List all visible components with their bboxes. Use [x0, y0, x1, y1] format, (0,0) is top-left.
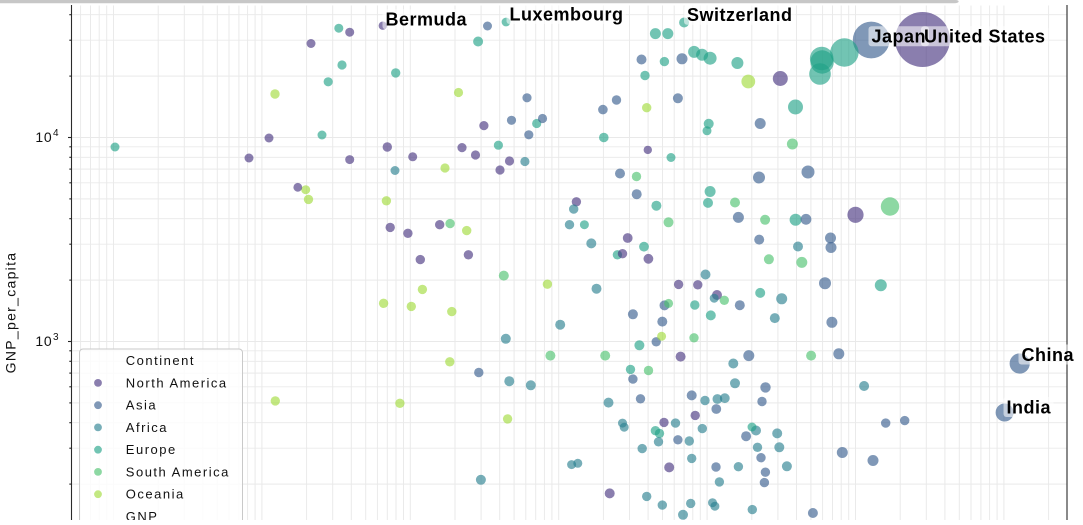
svg-text:GNP: GNP [126, 509, 159, 520]
svg-text:10: 10 [35, 333, 52, 349]
svg-text:India: India [1007, 397, 1052, 417]
svg-text:North America: North America [126, 375, 228, 390]
svg-text:4: 4 [53, 128, 59, 139]
svg-text:Europe: Europe [126, 442, 177, 457]
svg-text:United States: United States [924, 27, 1046, 47]
svg-text:3: 3 [53, 332, 59, 343]
svg-text:Luxembourg: Luxembourg [510, 4, 624, 24]
svg-text:Bermuda: Bermuda [386, 10, 468, 30]
svg-text:South America: South America [126, 464, 230, 479]
svg-text:Africa: Africa [126, 420, 168, 435]
svg-text:10: 10 [35, 129, 52, 145]
svg-text:Japan: Japan [872, 27, 927, 47]
svg-text:Switzerland: Switzerland [687, 5, 793, 25]
svg-text:GNP_per_capita: GNP_per_capita [3, 252, 19, 374]
svg-text:Continent: Continent [126, 353, 195, 368]
svg-text:Asia: Asia [126, 398, 157, 413]
svg-text:Oceania: Oceania [126, 487, 185, 502]
svg-text:China: China [1022, 345, 1075, 365]
